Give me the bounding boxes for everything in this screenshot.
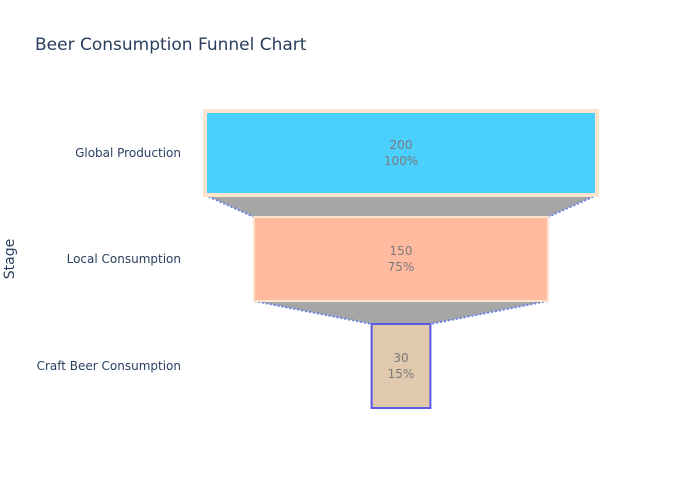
funnel-value-label: 150 [390, 244, 413, 258]
funnel-value-label: 30 [393, 351, 408, 365]
y-tick-labels: Global Production Local Consumption Craft … [37, 146, 181, 373]
y-tick-label: Local Consumption [67, 252, 181, 266]
funnel-bar [253, 216, 549, 302]
funnel-connector-edge-right [547, 194, 598, 218]
funnel-bar [203, 109, 599, 197]
chart-title: Beer Consumption Funnel Chart [35, 35, 307, 55]
y-axis-title: Stage [2, 239, 18, 279]
funnel-bar [370, 323, 432, 409]
funnel-connector-edge-left [204, 194, 255, 218]
funnel-percent-label: 75% [388, 260, 415, 274]
y-tick-label: Craft Beer Consumption [37, 359, 181, 373]
funnel-percent-label: 15% [388, 367, 415, 381]
funnel-percent-label: 100% [384, 154, 418, 168]
funnel-data-labels: 200 100% 150 75% 30 15% [384, 138, 418, 381]
funnel-connectors [204, 194, 598, 325]
funnel-connector [205, 195, 597, 217]
funnel-connector [254, 301, 548, 324]
funnel-bars [203, 109, 599, 409]
y-tick-label: Global Production [75, 146, 181, 160]
funnel-value-label: 200 [390, 138, 413, 152]
